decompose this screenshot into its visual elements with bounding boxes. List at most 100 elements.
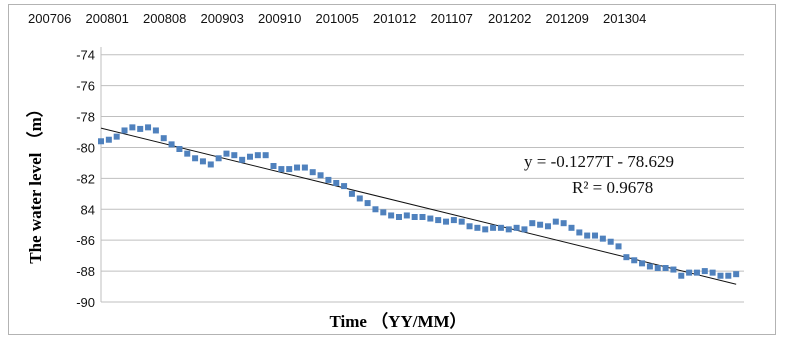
data-point [262,152,269,159]
data-point [427,215,434,222]
data-point [482,226,489,233]
data-point [395,214,402,220]
data-point [137,125,144,132]
data-point [678,272,685,279]
data-point [435,217,442,224]
x-tick-label: 201005 [316,11,359,26]
data-points [98,124,740,279]
data-point [419,214,426,220]
data-point [552,218,559,225]
data-point [529,220,536,227]
data-point [176,146,183,152]
data-point [294,164,301,171]
data-point [301,164,308,171]
data-point [215,155,222,162]
data-point [576,229,583,236]
data-point [239,156,246,163]
data-point [246,153,253,160]
x-tick-label: 201202 [488,11,531,26]
data-point [152,127,159,134]
grid-lines [100,47,744,303]
data-point [490,224,497,231]
data-point [458,218,465,225]
y-tick-label: -80 [76,140,95,155]
data-point [317,172,324,179]
x-tick-label: 200801 [86,11,129,26]
y-tick-label: -76 [76,79,95,94]
data-point [584,232,591,239]
data-point [231,152,238,159]
x-tick-label: 201209 [546,11,589,26]
data-point [639,260,646,267]
data-point [333,180,340,186]
data-point [98,138,104,145]
x-tick-label: 201107 [431,11,473,26]
data-point [309,169,316,176]
data-point [607,238,614,245]
water-level-chart: 200706 200801 200808 200903 200910 201005 2010… [25,11,744,331]
y-tick-label: -90 [76,295,95,310]
data-point [113,133,120,140]
data-point [325,176,332,183]
data-point [631,257,638,264]
trendline-group [100,127,737,285]
y-tick-label: 84 [81,202,95,217]
data-point [725,272,732,279]
trendline-r-squared: R² = 0.9678 [572,178,653,197]
data-point [278,166,285,173]
data-point [537,221,544,228]
data-point [709,269,716,276]
y-tick-label: -86 [76,233,95,248]
data-point [513,224,520,231]
data-point [654,265,661,271]
x-tick-label: 200706 [28,11,71,26]
data-point [568,224,575,231]
data-point [105,136,112,143]
data-point [466,223,473,230]
data-point [623,254,630,261]
data-point [356,195,363,202]
y-tick-label: -82 [76,171,95,186]
data-point [592,232,599,239]
data-point [733,271,740,278]
data-point [646,263,653,270]
data-point [348,190,355,197]
data-point [599,235,606,242]
data-point [207,161,214,168]
y-axis-title: The water level （m） [25,100,45,264]
y-tick-label: -78 [76,110,95,125]
data-point [372,206,379,213]
data-point [184,150,191,157]
data-point [380,209,387,216]
data-point [403,212,410,219]
data-point [254,152,261,159]
trendline [100,127,737,285]
data-point [615,243,622,250]
data-point [560,220,567,227]
data-point [286,166,293,173]
data-point [505,226,512,233]
data-point [129,124,136,131]
data-point [717,272,724,279]
x-tick-label: 200808 [143,11,186,26]
y-tick-label: -88 [76,264,95,279]
data-point [160,135,167,142]
data-point [686,269,693,276]
data-point [693,269,700,276]
data-point [544,223,551,230]
data-point [223,150,230,157]
data-point [497,224,504,231]
x-tick-label: 200910 [258,11,301,26]
data-point [474,224,481,231]
x-axis-title: Time （YY/MM） [329,311,466,331]
data-point [443,218,450,225]
data-point [701,268,708,275]
x-tick-labels: 200706 200801 200808 200903 200910 201005 2010… [28,11,646,26]
x-tick-label: 201012 [373,11,416,26]
data-point [192,155,199,162]
y-tick-label: -74 [76,48,95,63]
data-point [121,127,128,134]
data-point [270,163,277,169]
data-point [450,217,457,224]
data-point [521,226,528,233]
